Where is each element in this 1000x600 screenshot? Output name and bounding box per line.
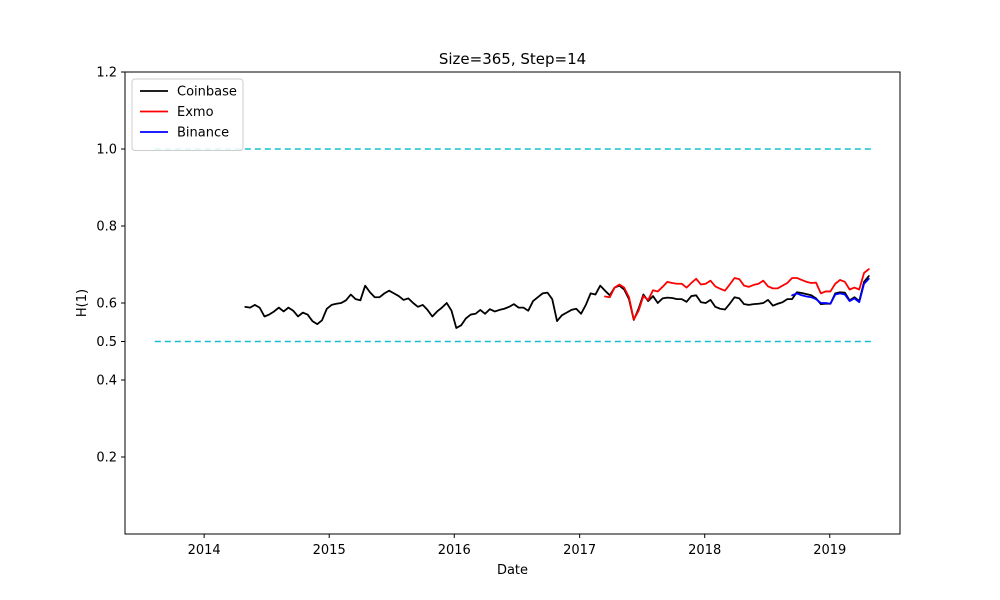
x-tick-label: 2017 xyxy=(563,543,596,558)
legend: Coinbase Exmo Binance xyxy=(131,78,244,151)
x-axis: 2014 2015 2016 2017 2018 2019 xyxy=(188,534,846,558)
x-tick-label: 2014 xyxy=(188,543,221,558)
y-axis-label: H(1) xyxy=(75,289,90,317)
y-tick-label: 0.2 xyxy=(96,451,117,466)
legend-label: Binance xyxy=(177,126,229,141)
chart-title: Size=365, Step=14 xyxy=(439,50,586,68)
x-tick-label: 2018 xyxy=(688,543,721,558)
x-tick-label: 2015 xyxy=(313,543,346,558)
series-lines xyxy=(244,268,870,329)
y-tick-label: 1.0 xyxy=(96,143,117,158)
x-tick-label: 2016 xyxy=(438,543,471,558)
series-line-coinbase xyxy=(244,275,870,329)
y-tick-label: 0.8 xyxy=(96,220,117,235)
legend-label: Coinbase xyxy=(177,85,237,100)
y-tick-label: 1.2 xyxy=(96,66,117,81)
series-line-exmo xyxy=(604,268,870,321)
y-tick-label: 0.4 xyxy=(96,374,117,389)
x-axis-label: Date xyxy=(497,563,528,578)
y-tick-label: 0.6 xyxy=(96,297,117,312)
legend-label: Exmo xyxy=(177,105,214,120)
y-tick-label: 0.5 xyxy=(96,335,117,350)
series-line-binance xyxy=(791,277,870,305)
y-axis: 0.2 0.4 0.5 0.6 0.8 1.0 1.2 xyxy=(96,66,125,466)
x-tick-label: 2019 xyxy=(813,543,846,558)
